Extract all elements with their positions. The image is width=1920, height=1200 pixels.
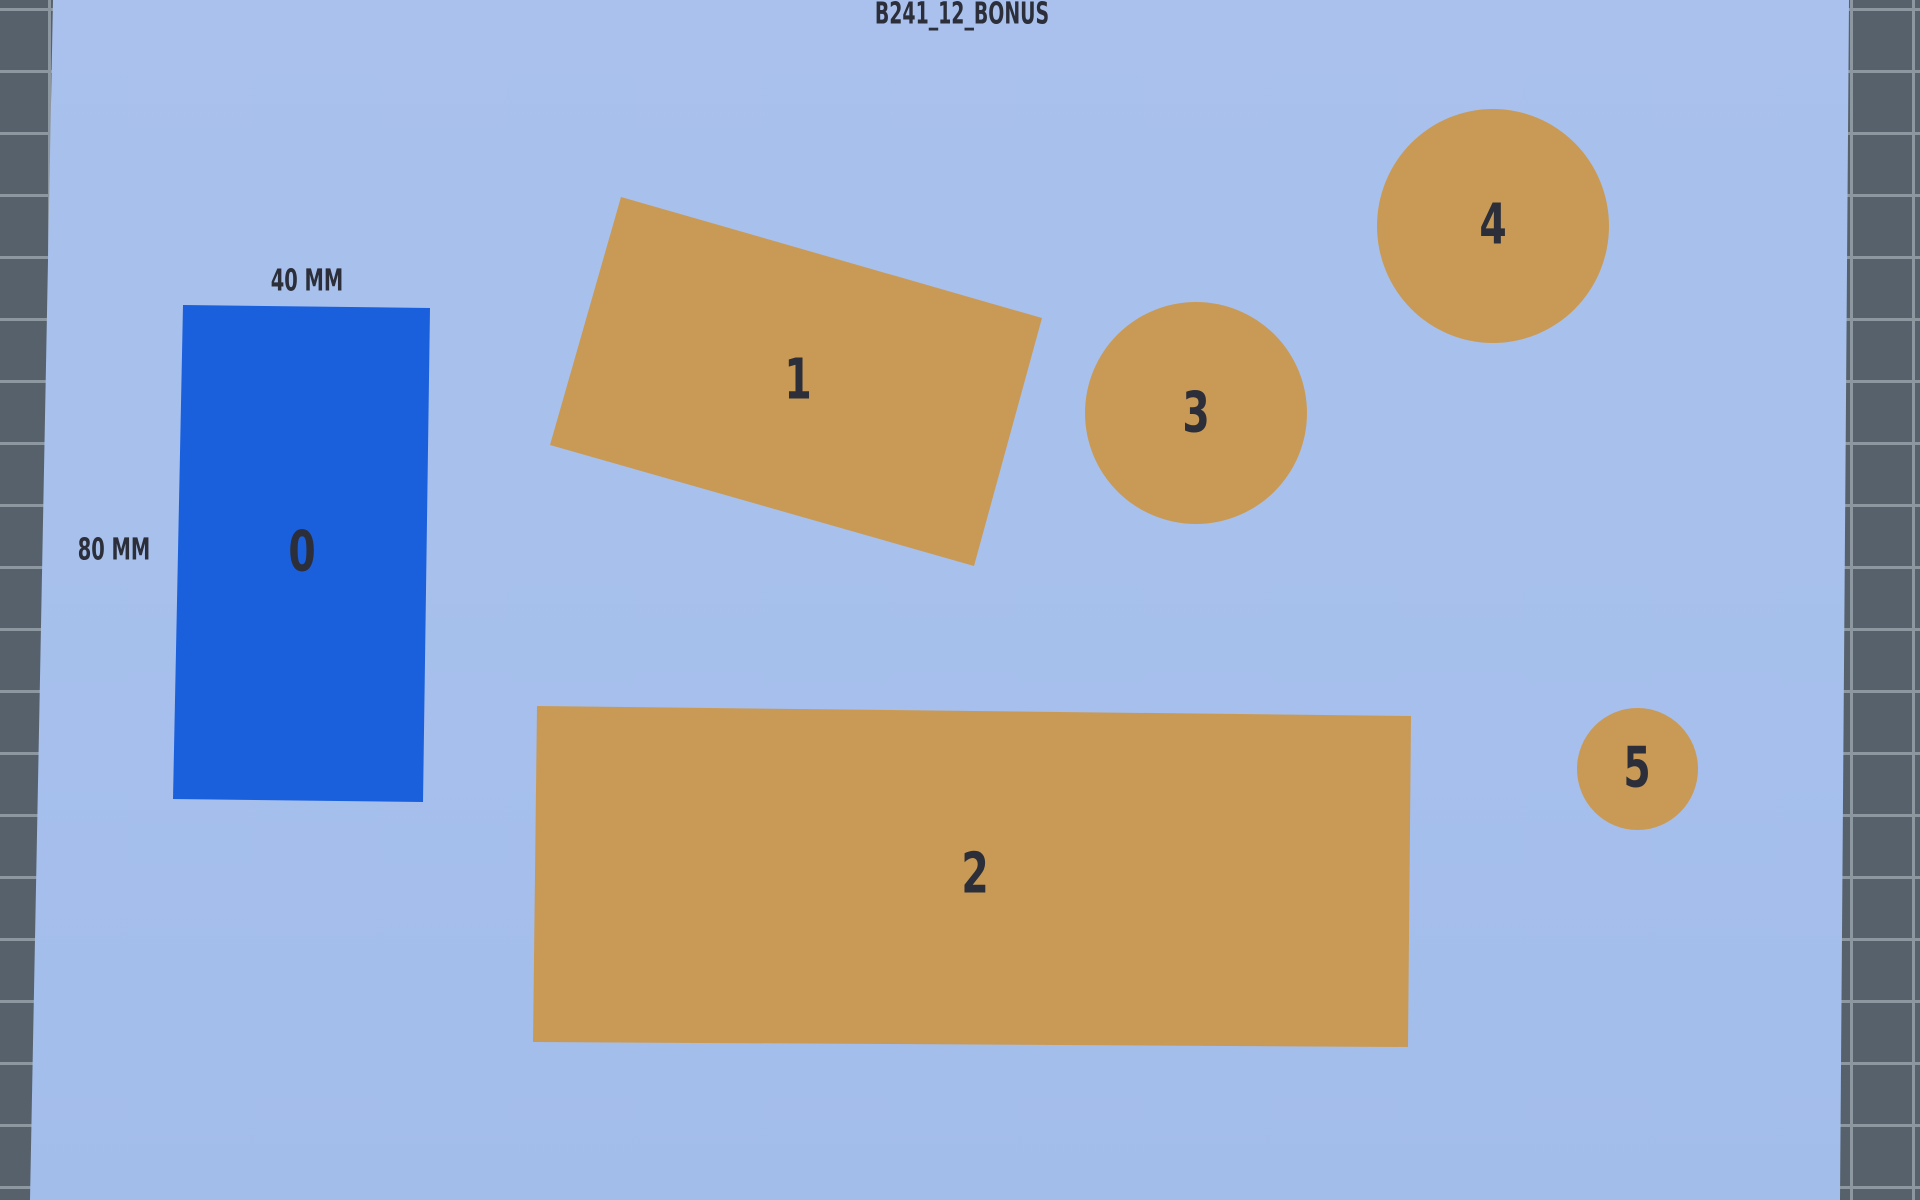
circle-4 xyxy=(1377,109,1609,343)
shape-number-3: 3 xyxy=(1182,380,1210,446)
shape-number-5: 5 xyxy=(1623,735,1651,801)
width-dimension-label: 40 MM xyxy=(270,263,344,299)
cutting-mat-right xyxy=(1840,0,1920,1200)
shape-number-0: 0 xyxy=(288,519,316,585)
circle-5 xyxy=(1577,708,1698,830)
shape-number-2: 2 xyxy=(961,841,989,907)
shape-number-4: 4 xyxy=(1479,192,1507,258)
circle-3 xyxy=(1085,302,1307,524)
sheet-title: B241_12_BONUS xyxy=(874,0,1050,32)
shape-number-1: 1 xyxy=(784,347,812,413)
height-dimension-label: 80 MM xyxy=(77,532,151,568)
